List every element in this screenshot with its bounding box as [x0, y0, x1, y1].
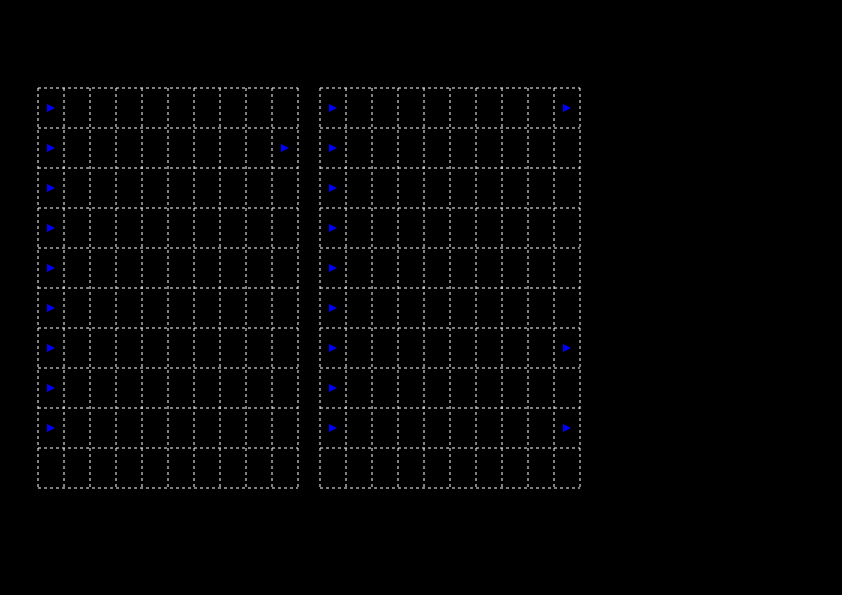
- dual-grid-scatter: [0, 0, 842, 595]
- chart-background: [0, 0, 842, 595]
